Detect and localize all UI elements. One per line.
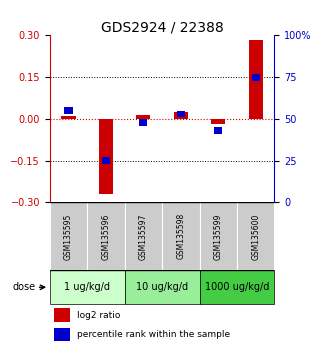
Bar — [177, 110, 185, 117]
Bar — [136, 115, 151, 119]
Text: 10 ug/kg/d: 10 ug/kg/d — [136, 282, 188, 292]
Text: 1 ug/kg/d: 1 ug/kg/d — [64, 282, 110, 292]
Text: log2 ratio: log2 ratio — [77, 311, 120, 320]
Bar — [99, 119, 113, 194]
Bar — [64, 107, 73, 114]
Bar — [237, 202, 274, 270]
Bar — [50, 202, 87, 270]
Text: GSM135597: GSM135597 — [139, 213, 148, 259]
Bar — [139, 119, 147, 126]
Title: GDS2924 / 22388: GDS2924 / 22388 — [101, 20, 223, 34]
Bar — [54, 308, 70, 322]
Bar — [248, 40, 263, 119]
Text: GSM135600: GSM135600 — [251, 213, 260, 259]
Text: GSM135599: GSM135599 — [214, 213, 223, 259]
Text: GSM135596: GSM135596 — [101, 213, 110, 259]
Text: 1000 ug/kg/d: 1000 ug/kg/d — [205, 282, 269, 292]
Bar — [87, 202, 125, 270]
Bar — [162, 202, 200, 270]
Bar — [214, 127, 222, 134]
Bar — [200, 270, 274, 304]
Bar — [174, 112, 188, 119]
Text: GSM135595: GSM135595 — [64, 213, 73, 259]
Bar — [252, 74, 260, 80]
Bar — [200, 202, 237, 270]
Bar — [50, 270, 125, 304]
Text: GSM135598: GSM135598 — [176, 213, 185, 259]
Bar — [125, 270, 200, 304]
Text: dose: dose — [13, 282, 36, 292]
Bar — [125, 202, 162, 270]
Bar — [102, 157, 110, 164]
Bar — [211, 119, 225, 125]
Bar — [61, 116, 76, 119]
Bar — [54, 328, 70, 341]
Text: percentile rank within the sample: percentile rank within the sample — [77, 330, 230, 339]
